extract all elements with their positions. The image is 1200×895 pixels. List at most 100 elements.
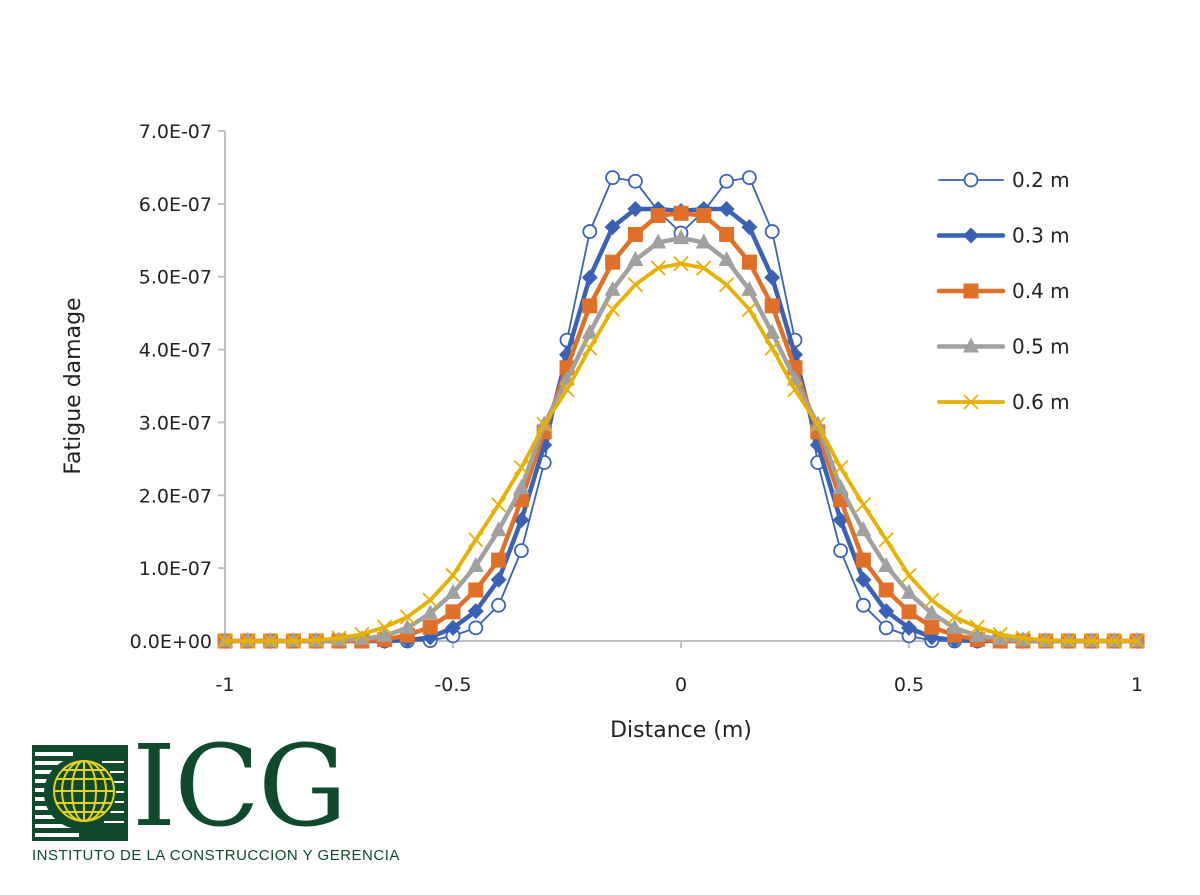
data-point xyxy=(1038,632,1054,648)
y-tick-label: 2.0E-07 xyxy=(139,485,212,507)
data-point xyxy=(742,170,757,186)
y-tick-label: 0.0E+00 xyxy=(130,631,212,653)
series-line xyxy=(225,211,1137,644)
data-point xyxy=(741,254,757,270)
data-point xyxy=(604,301,621,318)
data-point xyxy=(490,521,507,537)
data-point xyxy=(491,552,507,568)
data-point xyxy=(604,280,621,296)
x-tick-label: -1 xyxy=(216,674,235,696)
legend-item: 0.4 m xyxy=(936,279,1070,303)
data-point xyxy=(992,626,1008,643)
data-point xyxy=(719,226,735,242)
data-point xyxy=(605,170,620,186)
data-point xyxy=(923,604,940,620)
y-tick-label: 6.0E-07 xyxy=(139,194,212,216)
data-point xyxy=(490,497,507,513)
data-point xyxy=(855,521,872,537)
data-point xyxy=(924,619,940,635)
data-point xyxy=(969,619,986,635)
data-point xyxy=(878,532,894,548)
series-line xyxy=(225,261,1137,643)
data-point xyxy=(718,200,735,217)
data-point xyxy=(559,382,575,398)
data-point xyxy=(262,633,279,649)
logo-letters: ICG xyxy=(132,722,347,852)
series-line xyxy=(225,176,1137,642)
data-point xyxy=(741,280,758,296)
data-point xyxy=(353,629,370,645)
legend-label: 0.4 m xyxy=(1012,279,1070,303)
axes: 0.0E+00 1.0E-07 2.0E-07 3.0E-07 4.0E-07 5.0E-… xyxy=(130,121,1143,696)
data-point xyxy=(833,543,848,559)
x-tick-label: 1 xyxy=(1131,674,1143,696)
globe-logo-icon xyxy=(32,745,128,841)
data-point xyxy=(878,620,894,636)
data-point xyxy=(1060,633,1077,649)
data-point xyxy=(650,233,667,249)
data-point xyxy=(468,532,484,548)
data-point xyxy=(696,208,712,224)
data-point xyxy=(536,416,552,433)
data-point xyxy=(810,416,826,433)
data-point xyxy=(422,619,438,635)
data-point xyxy=(514,543,529,559)
data-point xyxy=(627,226,643,242)
y-tick-label: 4.0E-07 xyxy=(139,340,212,362)
data-point xyxy=(992,629,1009,645)
data-point xyxy=(1106,633,1122,649)
data-point xyxy=(240,633,256,649)
legend-marker xyxy=(963,394,979,410)
data-point xyxy=(878,556,895,572)
data-point xyxy=(764,269,781,286)
data-point xyxy=(331,630,347,646)
legend-item: 0.2 m xyxy=(938,168,1070,192)
series-0-6m xyxy=(217,255,1145,649)
data-point xyxy=(878,603,895,620)
data-point xyxy=(467,556,484,572)
data-point xyxy=(582,224,598,239)
data-point xyxy=(650,260,666,276)
data-point xyxy=(855,552,871,568)
data-point xyxy=(422,592,438,608)
data-point xyxy=(764,224,780,239)
legend: 0.2 m 0.3 m 0.4 m 0.5 m 0.6 m xyxy=(936,168,1070,414)
data-point xyxy=(513,459,530,476)
data-point xyxy=(491,597,507,613)
data-point xyxy=(627,277,644,293)
data-point xyxy=(582,340,598,356)
series-line xyxy=(225,235,1137,644)
series-0-4m xyxy=(217,205,1145,649)
data-point xyxy=(376,626,393,642)
data-point xyxy=(673,255,689,272)
x-tick-label: 0 xyxy=(675,674,687,696)
data-point xyxy=(901,604,917,620)
icg-logo: ICG INSTITUTO DE LA CONSTRUCCION Y GEREN… xyxy=(32,731,399,870)
data-point xyxy=(764,298,780,314)
data-point xyxy=(285,633,302,649)
data-point xyxy=(855,571,872,588)
series-0-3m xyxy=(217,200,1145,649)
data-point xyxy=(1083,633,1100,649)
line-chart: 0.0E+00 1.0E-07 2.0E-07 3.0E-07 4.0E-07 5.0E-… xyxy=(61,121,1145,740)
data-point xyxy=(946,618,963,634)
data-point xyxy=(399,618,416,634)
data-point xyxy=(468,582,484,598)
data-point xyxy=(695,233,712,249)
data-point xyxy=(1129,633,1145,649)
legend-marker xyxy=(963,227,979,244)
series-layer xyxy=(217,170,1145,649)
x-tick-label: 0.5 xyxy=(894,674,924,696)
data-point xyxy=(741,301,758,318)
legend-label: 0.3 m xyxy=(1012,224,1070,248)
legend-marker xyxy=(963,172,979,188)
series-line xyxy=(225,206,1137,644)
legend-label: 0.2 m xyxy=(1012,168,1070,192)
legend-marker xyxy=(963,337,979,353)
data-point xyxy=(582,298,598,314)
data-point xyxy=(308,632,324,648)
y-axis-title: Fatigue damage xyxy=(61,297,86,474)
data-point xyxy=(445,583,461,599)
x-tick-label: -0.5 xyxy=(434,674,471,696)
data-point xyxy=(628,173,643,189)
